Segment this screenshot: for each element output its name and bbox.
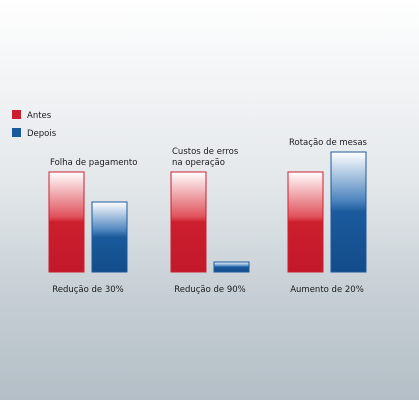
- bar-antes-2: [171, 172, 206, 272]
- bar-depois-3: [331, 152, 366, 272]
- category-title-3: Rotação de mesas: [289, 138, 368, 148]
- bar-depois-1: [92, 202, 127, 272]
- legend-swatch-antes: [12, 110, 21, 119]
- annotation-1: Redução de 30%: [52, 285, 124, 295]
- bar-antes-3: [288, 172, 323, 272]
- category-title-1: Folha de pagamento: [50, 158, 137, 168]
- category-title-2: Custos de erros na operação: [172, 147, 239, 168]
- annotation-3: Aumento de 20%: [290, 285, 364, 295]
- bar-depois-2: [214, 262, 249, 272]
- legend-label-antes: Antes: [27, 111, 52, 121]
- annotation-2: Redução de 90%: [174, 285, 246, 295]
- legend-swatch-depois: [12, 128, 21, 137]
- legend-label-depois: Depois: [27, 129, 57, 139]
- bar-antes-1: [49, 172, 84, 272]
